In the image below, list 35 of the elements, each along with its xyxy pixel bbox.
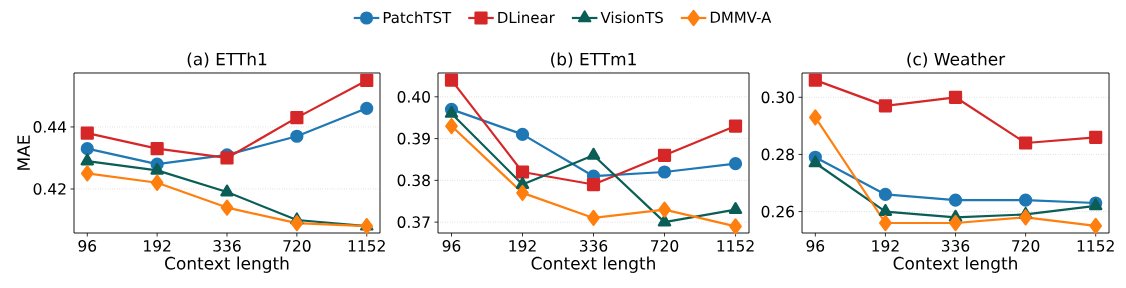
y-tick-label: 0.40: [397, 90, 430, 103]
x-tick-label: 96: [442, 240, 461, 252]
x-tick-label: 336: [941, 240, 970, 252]
y-tick-label: 0.30: [761, 91, 794, 104]
y-axis-title: MAE: [17, 135, 30, 170]
chart-title: (a) ETTh1: [187, 52, 267, 68]
y-tick-label: 0.37: [397, 216, 430, 228]
x-axis-title: Context length: [893, 256, 1017, 273]
legend-label: DLinear: [498, 11, 555, 24]
x-tick-label: 192: [144, 240, 171, 252]
x-tick-label: 1152: [1077, 240, 1114, 252]
x-tick-label: 720: [283, 240, 311, 252]
y-tick-label: 0.39: [397, 132, 430, 145]
x-tick-label: 720: [651, 240, 679, 252]
y-tick-label: 0.26: [761, 205, 795, 218]
x-tick-label: 192: [509, 240, 536, 252]
chart-title: (b) ETTm1: [551, 52, 636, 68]
legend-label: VisionTS: [600, 11, 663, 24]
x-tick-label: 336: [579, 240, 608, 252]
x-tick-label: 192: [872, 240, 899, 252]
y-tick-label: 0.42: [33, 183, 66, 195]
x-tick-label: 96: [806, 240, 825, 252]
legend-label: PatchTST: [383, 11, 452, 24]
x-tick-label: 336: [213, 240, 241, 252]
y-tick-label: 0.44: [33, 121, 67, 133]
legend-label: DMMV-A: [710, 11, 772, 23]
y-tick-label: 0.38: [397, 174, 430, 187]
x-tick-label: 96: [78, 240, 97, 252]
x-axis-title: Context length: [165, 256, 289, 273]
x-tick-label: 1152: [348, 240, 385, 252]
x-tick-label: 720: [1012, 240, 1040, 252]
x-tick-label: 1152: [717, 240, 754, 252]
x-axis-title: Context length: [531, 256, 655, 273]
chart-title: (c) Weather: [907, 52, 1006, 68]
y-tick-label: 0.28: [761, 148, 794, 161]
